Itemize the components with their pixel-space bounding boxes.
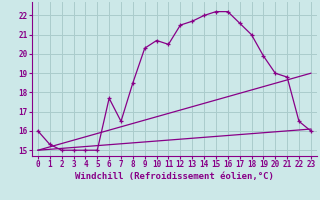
X-axis label: Windchill (Refroidissement éolien,°C): Windchill (Refroidissement éolien,°C) <box>75 172 274 181</box>
